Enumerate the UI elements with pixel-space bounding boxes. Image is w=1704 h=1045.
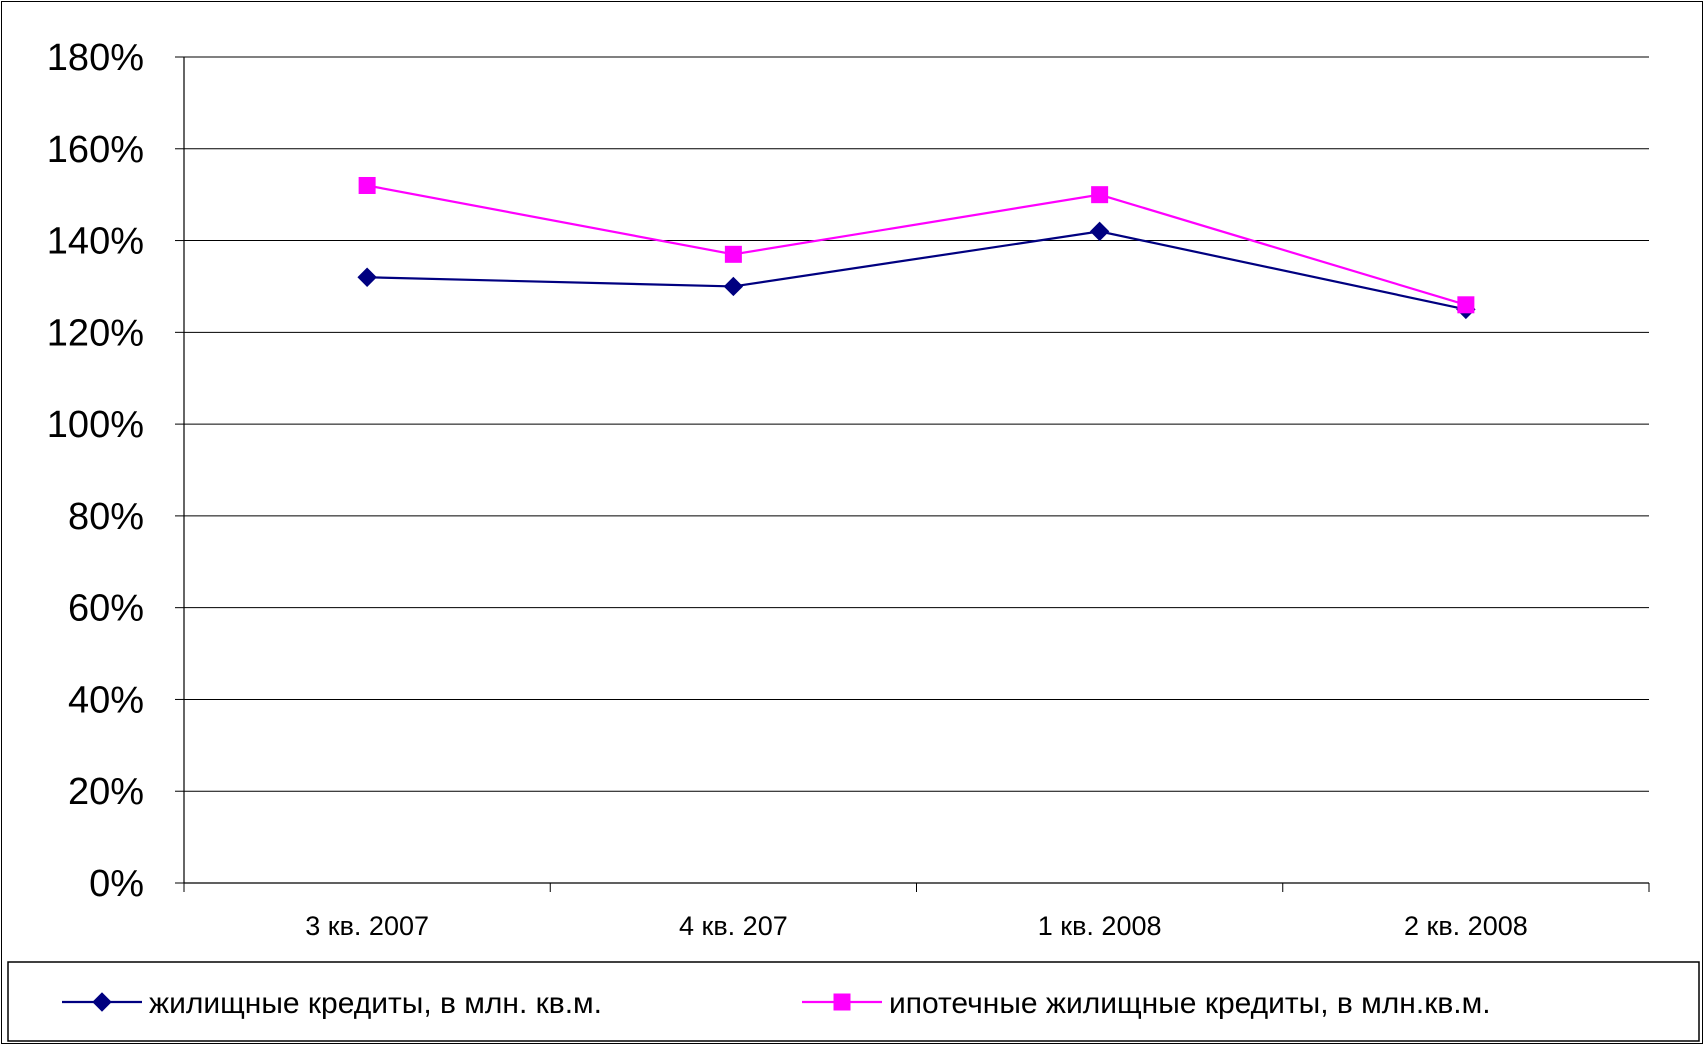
y-tick-label: 180% (47, 37, 144, 79)
legend-label: ипотечные жилищные кредиты, в млн.кв.м. (889, 987, 1491, 1020)
x-tick-label: 3 кв. 2007 (305, 911, 429, 941)
y-tick-label: 0% (89, 863, 144, 905)
x-tick-label: 1 кв. 2008 (1038, 911, 1162, 941)
y-tick-label: 40% (68, 679, 144, 721)
axes (175, 56, 1650, 892)
y-tick-label: 120% (47, 312, 144, 354)
series-2 (358, 176, 1475, 314)
y-axis-tick-labels: 0% 20% 40% 60% 80% 100% 120% 140% 160% 180% (47, 37, 144, 905)
gridlines (184, 56, 1649, 792)
series-line (366, 184, 1467, 306)
legend-item-2: ипотечные жилищные кредиты, в млн.кв.м. (802, 987, 1491, 1020)
series (357, 176, 1476, 320)
legend-swatch-marker (833, 993, 851, 1011)
data-point (1457, 296, 1475, 314)
data-point (358, 176, 376, 194)
x-axis-tick-labels: 3 кв. 2007 4 кв. 207 1 кв. 2008 2 кв. 2008 (305, 911, 1528, 941)
x-tick-label: 4 кв. 207 (679, 911, 788, 941)
y-tick-label: 140% (47, 221, 144, 263)
series-1 (357, 221, 1476, 320)
data-point (724, 245, 742, 263)
series-line (367, 230, 1467, 311)
y-tick-label: 80% (68, 496, 144, 538)
data-point (1089, 221, 1110, 242)
data-point (1091, 186, 1109, 204)
legend: жилищные кредиты, в млн. кв.м. ипотечные … (7, 961, 1700, 1042)
y-tick-label: 100% (47, 404, 144, 446)
legend-label: жилищные кредиты, в млн. кв.м. (149, 987, 602, 1020)
data-point (357, 267, 377, 287)
legend-item-1: жилищные кредиты, в млн. кв.м. (62, 987, 602, 1020)
data-point (723, 276, 744, 297)
y-tick-label: 20% (68, 771, 144, 813)
y-tick-label: 160% (47, 129, 144, 171)
y-tick-label: 60% (68, 588, 144, 630)
x-tick-label: 2 кв. 2008 (1404, 911, 1528, 941)
legend-swatch-marker (92, 992, 112, 1012)
